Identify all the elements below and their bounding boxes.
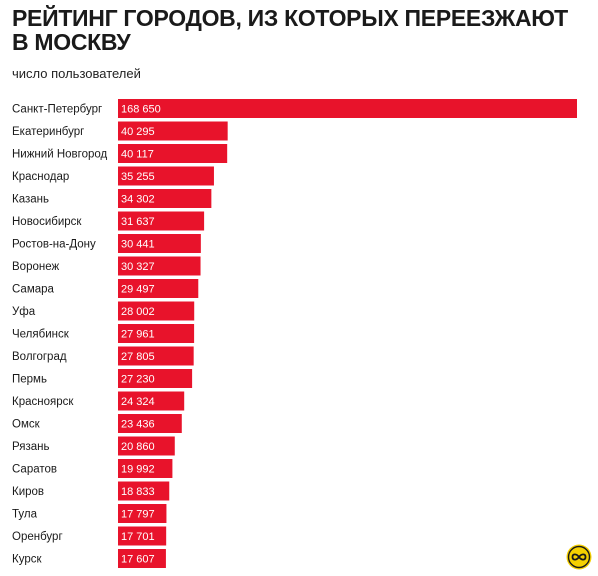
value-label: 18 833 <box>121 486 155 498</box>
bar <box>118 549 166 568</box>
value-label: 30 327 <box>121 261 155 273</box>
category-label: Оренбург <box>12 531 63 543</box>
value-label: 40 295 <box>121 126 155 138</box>
category-label: Челябинск <box>12 329 70 341</box>
category-label: Волгоград <box>12 351 67 363</box>
bar <box>118 301 195 321</box>
bar <box>118 324 195 343</box>
category-label: Новосибирск <box>12 216 82 228</box>
category-label: Киров <box>12 486 44 498</box>
value-label: 20 860 <box>121 441 155 453</box>
chart-title: РЕЙТИНГ ГОРОДОВ, ИЗ КОТОРЫХ ПЕРЕЕЗЖАЮТ В… <box>12 5 568 55</box>
category-label: Красноярск <box>12 396 74 408</box>
category-label: Пермь <box>12 374 47 386</box>
bar <box>118 504 167 523</box>
category-label: Омск <box>12 419 41 431</box>
bar <box>118 481 170 501</box>
value-label: 23 436 <box>121 419 155 431</box>
bar <box>118 369 193 388</box>
bar <box>118 121 228 141</box>
value-label: 17 701 <box>121 531 155 543</box>
category-label: Екатеринбург <box>12 126 84 138</box>
bar <box>118 391 185 411</box>
value-label: 17 797 <box>121 509 155 521</box>
category-label: Саратов <box>12 464 57 476</box>
chart-subtitle: число пользователей <box>12 66 141 81</box>
value-label: 17 607 <box>121 554 155 566</box>
value-label: 168 650 <box>121 104 161 116</box>
category-label: Тула <box>12 509 38 521</box>
category-label: Ростов-на-Дону <box>12 239 96 251</box>
value-label: 24 324 <box>121 396 155 408</box>
category-label: Нижний Новгород <box>12 149 108 161</box>
bar <box>118 211 205 231</box>
value-label: 40 117 <box>121 149 154 161</box>
bar <box>118 436 175 456</box>
bar <box>118 144 228 163</box>
category-label: Рязань <box>12 441 50 453</box>
category-label: Самара <box>12 284 55 296</box>
category-label: Курск <box>12 554 42 566</box>
value-label: 30 441 <box>121 239 155 251</box>
value-label: 28 002 <box>121 306 155 318</box>
bar <box>118 459 173 478</box>
value-label: 35 255 <box>121 171 155 183</box>
value-label: 27 805 <box>121 351 155 363</box>
value-label: 27 230 <box>121 374 155 386</box>
category-label: Санкт-Петербург <box>12 104 102 116</box>
bar <box>118 166 214 186</box>
bar <box>118 99 577 118</box>
bar <box>118 279 199 298</box>
bar <box>118 414 182 433</box>
value-label: 27 961 <box>121 329 155 341</box>
value-label: 29 497 <box>121 284 155 296</box>
value-label: 31 637 <box>121 216 155 228</box>
infinity-logo-icon <box>566 544 592 570</box>
bar <box>118 189 212 208</box>
category-label: Казань <box>12 194 49 206</box>
bar <box>118 346 194 366</box>
bar <box>118 526 167 546</box>
bar <box>118 256 201 276</box>
category-label: Краснодар <box>12 171 69 183</box>
value-label: 34 302 <box>121 194 155 206</box>
category-label: Воронеж <box>12 261 59 273</box>
bar <box>118 234 201 253</box>
category-label: Уфа <box>12 306 36 318</box>
value-label: 19 992 <box>121 464 155 476</box>
